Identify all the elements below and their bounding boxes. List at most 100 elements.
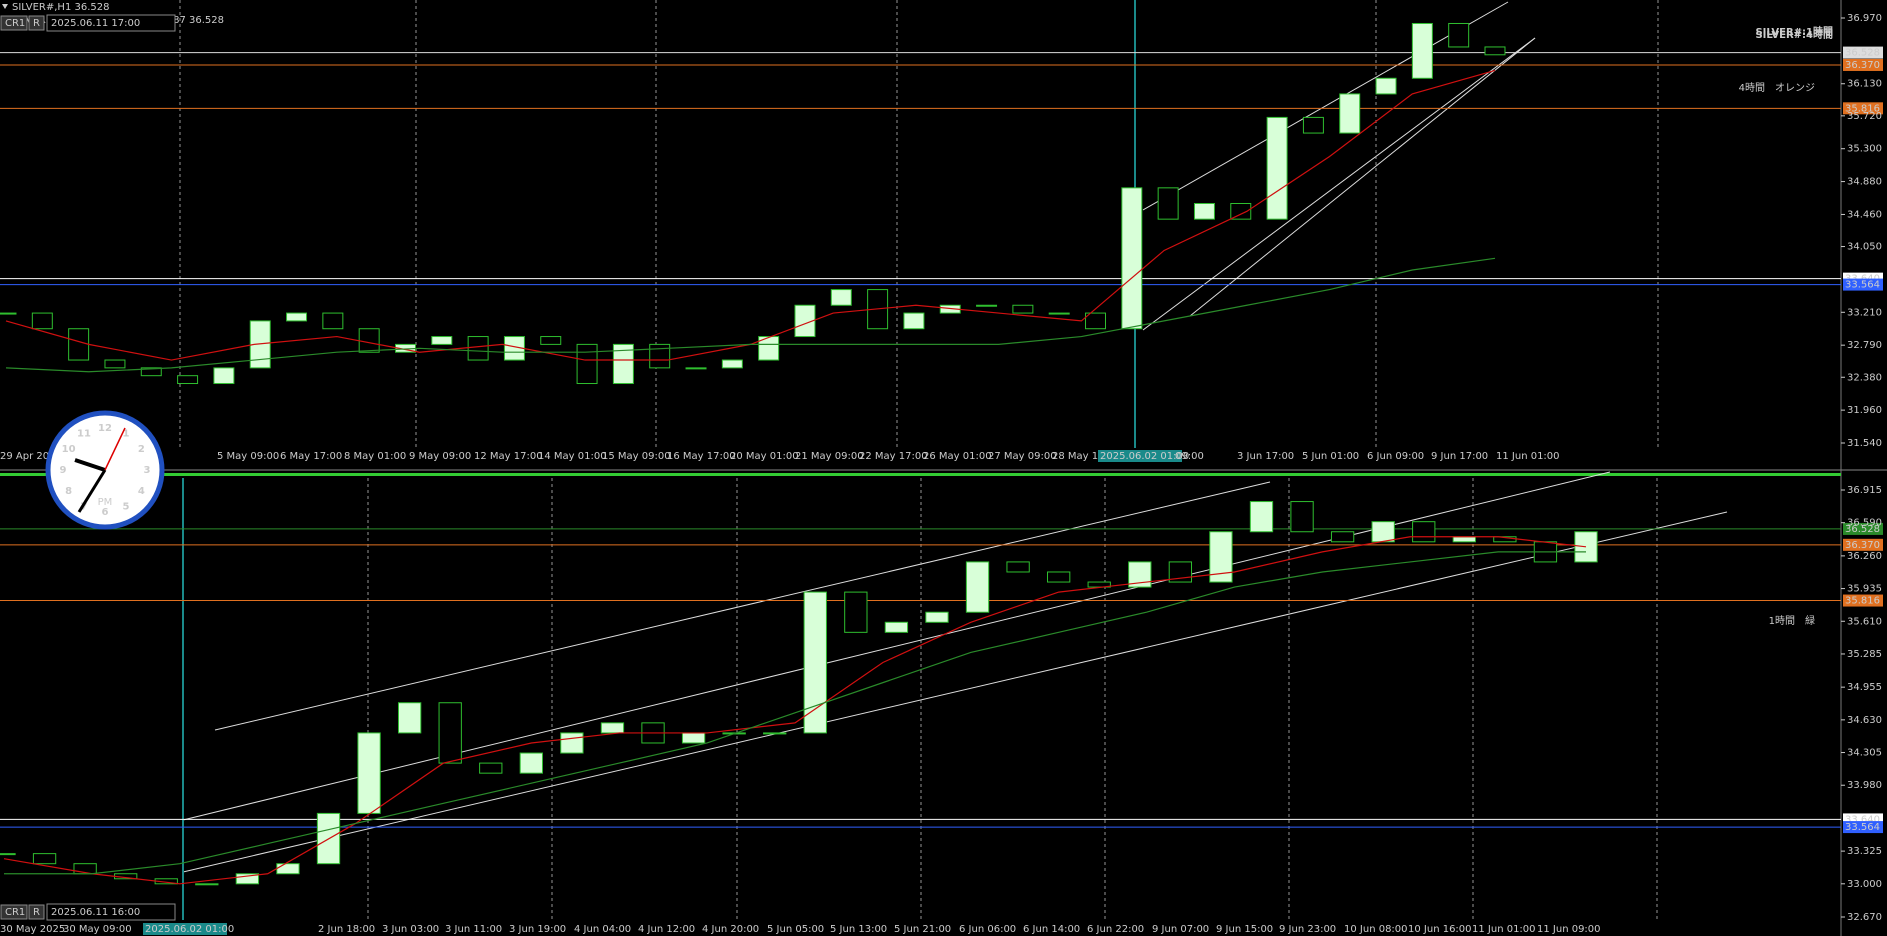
candle (397, 702, 422, 734)
time-label: 6 Jun 06:00 (959, 924, 1016, 935)
time-label: 3 Jun 17:00 (1237, 451, 1294, 462)
price-label: 34.460 (1847, 209, 1882, 220)
candle (276, 863, 300, 875)
level-tag (1843, 46, 1883, 59)
second-hand (104, 427, 126, 471)
price-label: 33.000 (1847, 879, 1882, 890)
level-tag (1843, 821, 1883, 834)
time-label: 21 May 09:00 (795, 451, 864, 462)
clock-number: 1 (123, 429, 130, 440)
level-tag (1843, 278, 1883, 291)
candle (1085, 312, 1106, 330)
time-label: 9 Jun 17:00 (1431, 451, 1488, 462)
price-label: 35.300 (1847, 144, 1882, 155)
time-label: 11 Jun 01:00 (1496, 451, 1560, 462)
candle (976, 304, 998, 307)
minute-hand (77, 469, 107, 513)
clock-number: 12 (98, 423, 112, 434)
time-label: 10 Jun 16:00 (1408, 924, 1472, 935)
price-label: 33.325 (1847, 846, 1882, 857)
price-label: 34.955 (1847, 682, 1882, 693)
candle (884, 621, 909, 633)
candle (31, 312, 53, 330)
time-label: 16 May 17:00 (667, 451, 736, 462)
tag: R (33, 907, 40, 918)
candle (1249, 501, 1274, 533)
time-label: 5 May 09:00 (217, 451, 279, 462)
time-label: 15 May 09:00 (602, 451, 671, 462)
price-label: 36.590 (1847, 518, 1882, 529)
price-label: 33.980 (1847, 780, 1882, 791)
note: 1時間 緑 (1769, 614, 1815, 627)
time-label: 26 May 01:00 (923, 451, 992, 462)
candle (649, 343, 671, 369)
moving-average (4, 551, 1586, 875)
candle (1448, 22, 1470, 48)
time-label: 9 May 09:00 (409, 451, 471, 462)
timestamp: 2025.06.11 16:00 (51, 907, 140, 918)
level-label: 33.564 (1845, 280, 1880, 291)
candle (844, 591, 868, 633)
candle (286, 312, 308, 322)
tag: CR1 (5, 907, 25, 918)
price-label: 34.880 (1847, 177, 1882, 188)
price-label: 35.720 (1847, 111, 1882, 122)
price-label: 34.050 (1847, 242, 1882, 253)
symbol-title: SILVER#:1時間 (1755, 25, 1833, 38)
time-highlight (1098, 450, 1182, 462)
note: 4時間 オレンジ (1739, 82, 1815, 94)
candle (519, 752, 543, 774)
hour-hand (74, 458, 106, 472)
time-label: 14 May 01:00 (538, 451, 607, 462)
time-label: 30 May 2025 (0, 924, 65, 935)
candle (1006, 561, 1030, 573)
time-label: 9 Jun 23:00 (1279, 924, 1336, 935)
level-tag (1843, 58, 1883, 71)
candle (1302, 116, 1324, 134)
level-tag (1843, 522, 1883, 535)
level-label: 35.816 (1845, 103, 1880, 114)
clock-number: 6 (102, 507, 109, 518)
time-label: 3 Jun 19:00 (509, 924, 566, 935)
candle (431, 336, 453, 345)
level-tag (1843, 538, 1883, 551)
candle (140, 367, 162, 377)
clock-number: 7 (81, 501, 88, 512)
price-label: 35.610 (1847, 616, 1882, 627)
candle (1330, 531, 1355, 543)
level-tag (1843, 594, 1883, 607)
tag-box (0, 15, 28, 31)
time-label: 09:00 (1175, 451, 1204, 462)
candle (32, 853, 57, 865)
time-label: 2025.06.02 01:00 (145, 924, 234, 935)
time-label: 5 Jun 13:00 (830, 924, 887, 935)
time-label: 29 Apr 2025 (0, 451, 62, 462)
tag: R (33, 18, 40, 29)
clock-number: 10 (62, 444, 76, 455)
clock-number: 4 (138, 486, 145, 497)
candle (1157, 187, 1179, 220)
time-label: 4 Jun 12:00 (638, 924, 695, 935)
level-label: 36.370 (1845, 540, 1880, 551)
level-label: 35.816 (1845, 596, 1880, 607)
candle (600, 722, 625, 734)
time-label: 2025.06.02 01:00 (1100, 451, 1189, 462)
candle (560, 732, 584, 754)
price-label: 32.790 (1847, 340, 1882, 351)
time-label: 2 Jun 18:00 (318, 924, 375, 935)
candle (903, 312, 925, 330)
price-label: 35.285 (1847, 649, 1882, 660)
panel-top-bar (0, 473, 1841, 476)
price-label: 36.970 (1847, 13, 1882, 24)
candle (1411, 22, 1433, 79)
price-label: 31.540 (1847, 438, 1882, 449)
candle (1121, 187, 1143, 330)
candle (1209, 531, 1233, 583)
tag-box (28, 15, 45, 31)
clock-ampm: PM (98, 497, 113, 508)
time-label: 27 May 09:00 (988, 451, 1057, 462)
time-label: 4 Jun 04:00 (574, 924, 631, 935)
candle (1412, 521, 1436, 543)
clock-number: 8 (65, 486, 72, 497)
